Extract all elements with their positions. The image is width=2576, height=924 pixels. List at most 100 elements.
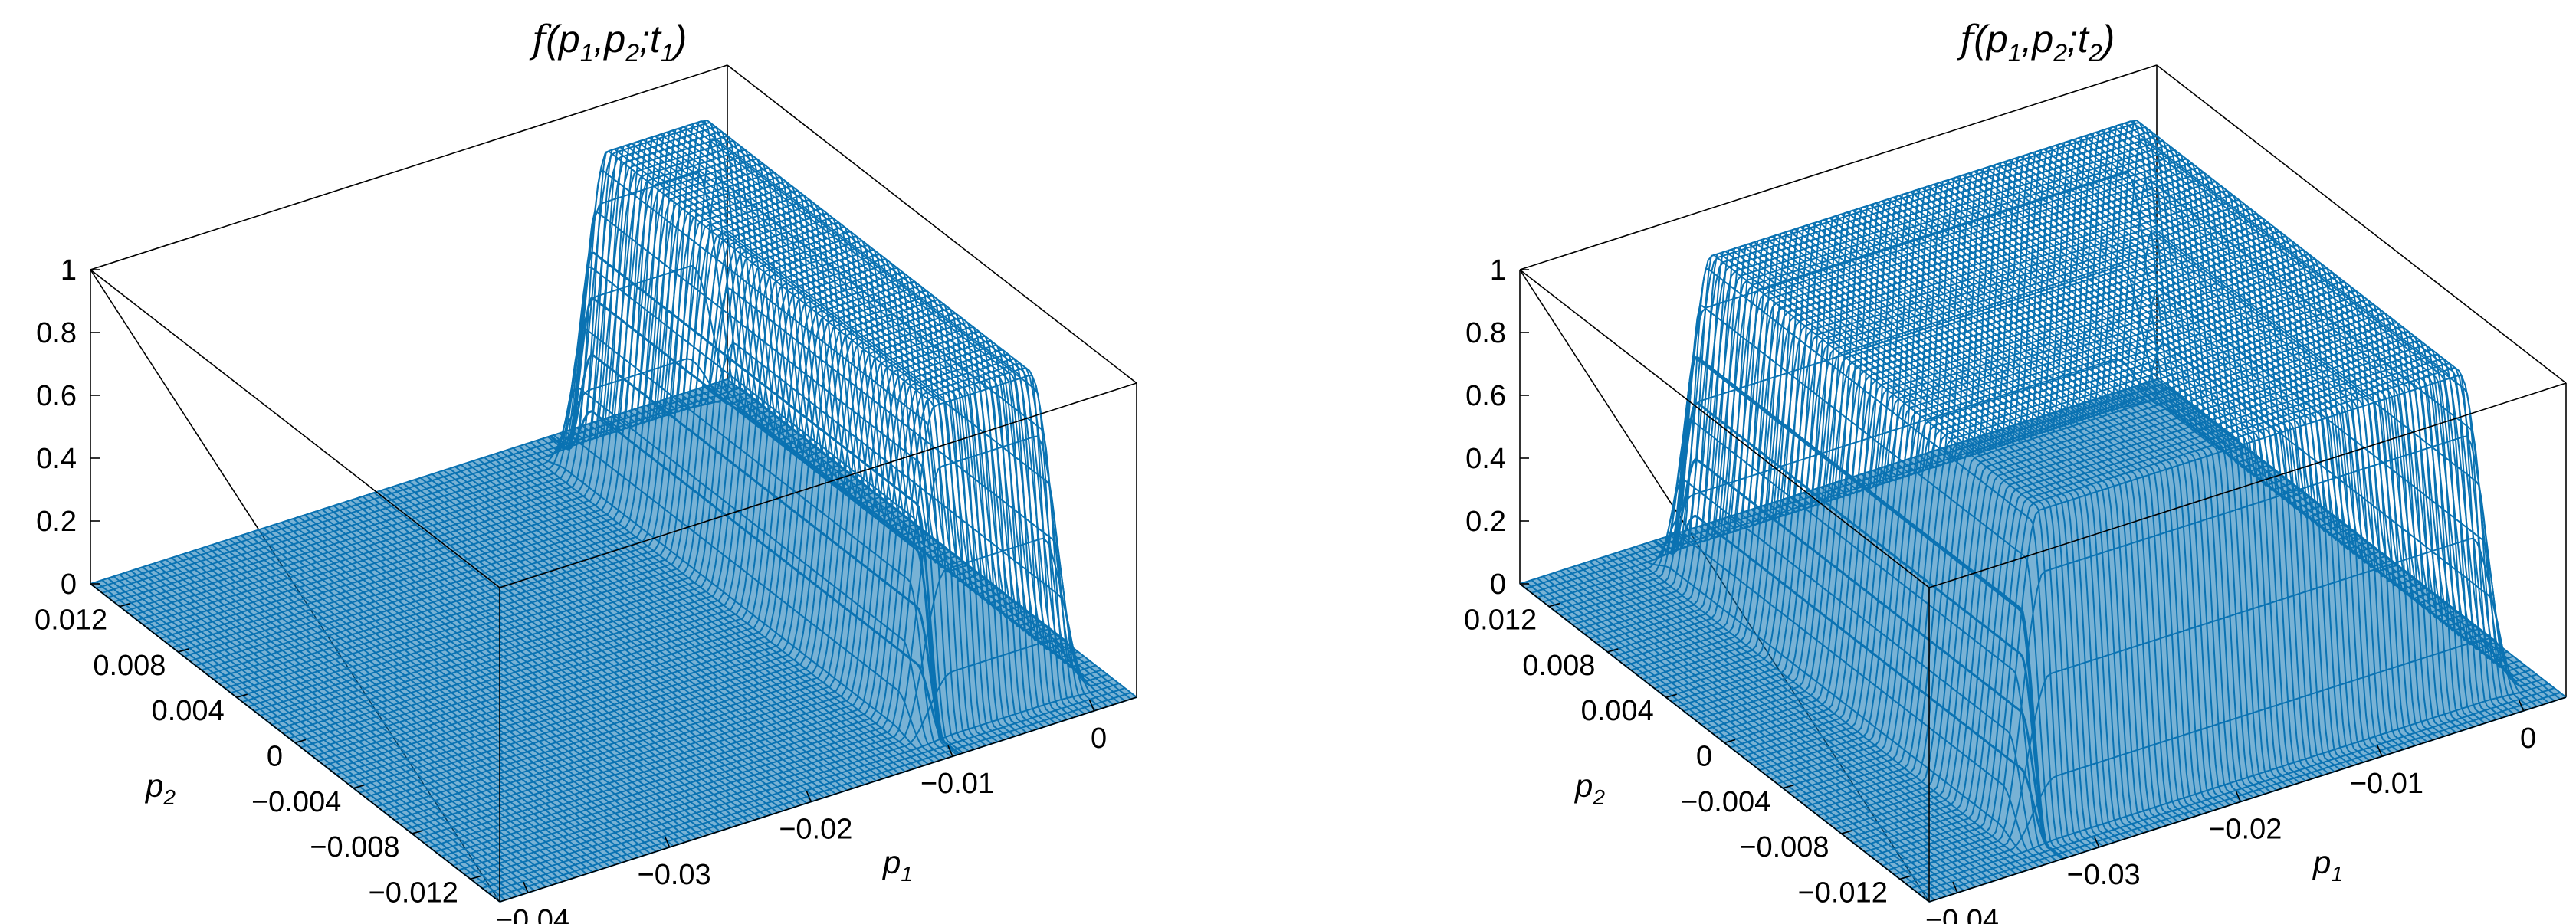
box-edge	[499, 696, 1137, 903]
p1-tick-label: −0.03	[638, 859, 711, 891]
mesh-line-p2	[1861, 192, 2272, 793]
mesh-line-p2	[396, 484, 808, 804]
mesh-line-p2	[1780, 218, 2190, 819]
mesh-contour	[550, 251, 961, 755]
mesh-line-p2	[142, 566, 553, 886]
mesh-line-p2	[2040, 135, 2451, 736]
surface-mesh	[90, 120, 1137, 903]
box-edge	[1519, 269, 1930, 588]
p2-tick-mark	[1841, 830, 1852, 834]
mesh-line-p2	[2057, 129, 2469, 730]
mesh-line-p2	[1895, 182, 2306, 781]
mesh-line-p2	[385, 488, 796, 808]
box-front-frame	[90, 269, 1137, 903]
mesh-line-p2	[119, 574, 530, 893]
p2-tick-mark	[1783, 785, 1794, 789]
mesh-line-p2	[2150, 380, 2561, 700]
mesh-line-p2	[2029, 139, 2440, 739]
mesh-line-p2	[1878, 187, 2289, 788]
mesh-line-p2	[727, 378, 1137, 698]
mesh-contour	[1653, 401, 2065, 860]
p1-tick-label: −0.02	[2208, 813, 2282, 845]
mesh-line-p2	[541, 327, 952, 758]
p1-tick-label: −0.01	[2350, 768, 2423, 800]
mesh-line-p2	[523, 444, 935, 763]
mesh-line-p2	[1791, 215, 2202, 815]
p2-tick-label: 0.004	[1581, 695, 1654, 727]
mesh-line-p2	[2011, 144, 2422, 745]
mesh-line-p2	[1698, 244, 2109, 845]
mesh-line-p2	[182, 553, 593, 873]
mesh-line-p2	[1646, 418, 2057, 862]
mesh-line-p2	[1814, 208, 2225, 808]
mesh-line-p2	[2104, 177, 2515, 715]
p2-tick-mark	[1899, 875, 1911, 880]
mesh-line-p2	[101, 579, 512, 899]
mesh-line-p2	[512, 447, 924, 767]
mesh-line-p2	[1988, 152, 2399, 752]
mesh-line-p2	[1623, 549, 2034, 870]
mesh-line-p2	[2075, 124, 2486, 724]
mesh-line-p2	[709, 384, 1120, 704]
mesh-line-p2	[391, 487, 802, 806]
mesh-line-p2	[1710, 241, 2121, 841]
mesh-line-p2	[697, 386, 1108, 707]
mesh-line-p2	[228, 538, 639, 858]
mesh-line-p2	[1982, 153, 2394, 754]
mesh-line-p2	[298, 516, 709, 836]
p1-tick-mark	[664, 836, 671, 848]
mesh-line-p2	[1762, 224, 2173, 824]
mesh-line-p2	[246, 532, 657, 853]
p2-tick-mark	[353, 785, 365, 789]
mesh-line-p2	[2092, 120, 2503, 719]
mesh-line-p2	[153, 562, 564, 883]
z-tick-label: 0.4	[1465, 443, 1506, 475]
p2-tick-mark	[1665, 693, 1677, 698]
mesh-line-p2	[1594, 559, 2005, 879]
mesh-line-p2	[547, 266, 958, 755]
mesh-line-p2	[1820, 205, 2231, 806]
mesh-line-p2	[165, 559, 576, 879]
mesh-line-p2	[2034, 137, 2446, 737]
z-tick-label: 0.8	[1465, 317, 1506, 349]
mesh-contour	[1653, 458, 2065, 860]
surface-plot-t1: f(p1,p2;t1) 00.20.40.60.81 0.0120.0080.0…	[34, 17, 1137, 924]
p1-tick-mark	[2518, 700, 2525, 712]
mesh-line-p2	[1548, 574, 1959, 893]
p2-tick-label: 0.004	[152, 695, 225, 727]
z-tick-label: 0.2	[36, 506, 77, 538]
p2-tick-mark	[178, 648, 189, 653]
mesh-line-p2	[1768, 222, 2179, 823]
mesh-line-p2	[1537, 577, 1948, 897]
p2-axis-label: p2	[144, 768, 176, 809]
mesh-line-p2	[1918, 174, 2329, 775]
mesh-contour	[550, 353, 961, 755]
mesh-line-p2	[1612, 553, 2023, 873]
mesh-line-p2	[373, 492, 784, 811]
mesh-line-p2	[443, 470, 854, 789]
mesh-line-p2	[1681, 251, 2092, 850]
mesh-line-p2	[402, 483, 813, 802]
box-edge	[499, 382, 1137, 588]
mesh-line-p2	[1994, 150, 2405, 750]
mesh-line-p2	[2063, 127, 2474, 728]
mesh-line-p2	[454, 466, 865, 785]
mesh-line-p2	[466, 462, 877, 781]
p2-tick-mark	[1724, 739, 1736, 744]
mesh-line-p2	[2052, 131, 2463, 732]
mesh-line-p2	[507, 449, 917, 768]
z-tick-label: 1	[1490, 254, 1506, 287]
mesh-line-p2	[1733, 234, 2144, 834]
mesh-line-p2	[1809, 209, 2220, 810]
mesh-line-p2	[634, 127, 1045, 728]
mesh-line-p2	[223, 540, 634, 860]
mesh-line-p2	[1583, 562, 1994, 883]
mesh-line-p2	[2081, 122, 2492, 722]
mesh-line-p2	[484, 457, 894, 776]
box-edge	[90, 64, 728, 270]
p1-tick-mark	[1088, 700, 1095, 712]
mesh-line-p2	[1617, 551, 2029, 871]
mesh-line-p2	[2023, 140, 2433, 741]
mesh-line-p2	[2005, 146, 2417, 746]
